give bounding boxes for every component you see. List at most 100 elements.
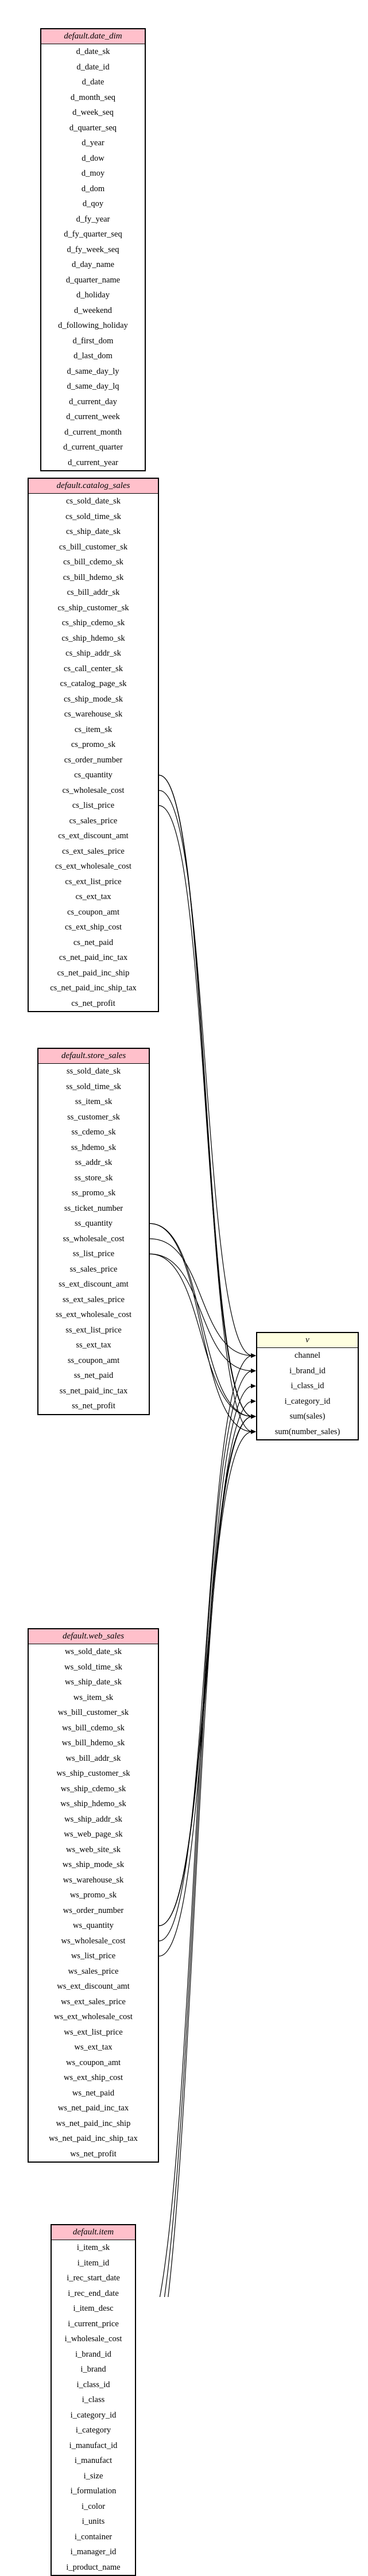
table-date-dim: default.date_dim d_date_sk d_date_id d_date…	[40, 28, 146, 471]
column-row: i_product_name	[66, 2562, 121, 2572]
column-row: ws_ship_hdemo_sk	[60, 1799, 126, 1808]
column-row: cs_ship_cdemo_sk	[61, 618, 125, 627]
column-row: cs_ext_discount_amt	[58, 831, 129, 840]
table-title: default.store_sales	[38, 1049, 149, 1064]
column-row: ss_ext_discount_amt	[59, 1280, 129, 1289]
column-row: i_category_id	[70, 2410, 117, 2420]
column-row: d_current_month	[64, 427, 122, 437]
column-row: ws_list_price	[71, 1951, 116, 1961]
column-row: cs_ship_hdemo_sk	[61, 633, 125, 643]
lineage-edge	[149, 1253, 253, 1372]
table-title: default.web_sales	[29, 1629, 158, 1644]
column-row: ws_wholesale_cost	[61, 1936, 126, 1946]
column-row: ss_wholesale_cost	[63, 1234, 125, 1244]
column-row: d_holiday	[76, 290, 110, 300]
column-row: ws_ext_list_price	[64, 2027, 123, 2037]
column-row: ws_net_paid_inc_tax	[57, 2104, 129, 2113]
column-row: cs_ship_customer_sk	[57, 603, 129, 613]
column-row: cs_bill_hdemo_sk	[63, 572, 124, 582]
column-row: d_week_seq	[72, 108, 114, 117]
column-row: d_same_day_ly	[67, 366, 119, 376]
column-row: d_current_year	[68, 458, 118, 467]
column-row: ws_web_page_sk	[64, 1830, 123, 1839]
column-row: i_class_id	[76, 2380, 110, 2389]
table-title: v	[257, 1333, 358, 1348]
column-row: ws_sales_price	[68, 1966, 119, 1976]
column-row: i_formulation	[70, 2486, 117, 2496]
column-row: cs_net_paid_inc_ship	[57, 968, 130, 978]
column-row: cs_warehouse_sk	[64, 710, 123, 719]
edge-arrowhead	[251, 1399, 256, 1404]
column-row: ws_ext_ship_cost	[63, 2073, 123, 2082]
column-row: d_current_week	[66, 412, 120, 421]
column-row: ws_ship_addr_sk	[64, 1814, 122, 1824]
column-row: ws_bill_addr_sk	[65, 1753, 121, 1763]
column-row: ss_ticket_number	[64, 1203, 123, 1213]
column-row: ws_warehouse_sk	[63, 1875, 124, 1885]
column-row: ss_cdemo_sk	[71, 1128, 116, 1137]
column-row: ss_ext_list_price	[65, 1325, 122, 1335]
lineage-edge	[164, 1385, 253, 2297]
column-row: d_dom	[81, 184, 105, 193]
column-row: ws_bill_cdemo_sk	[62, 1723, 125, 1733]
column-row: d_fy_year	[76, 214, 110, 224]
column-row: ss_sold_date_sk	[66, 1067, 121, 1076]
table-web-sales: default.web_sales ws_sold_date_sk ws_sold_…	[28, 1628, 159, 2163]
column-row: d_first_dom	[72, 336, 114, 346]
table-title: default.catalog_sales	[29, 479, 158, 494]
edge-arrowhead	[251, 1368, 256, 1373]
lineage-edge	[158, 805, 253, 1417]
column-row: ws_order_number	[63, 1905, 124, 1915]
column-row: cs_catalog_page_sk	[60, 679, 127, 688]
column-row: i_class_id	[290, 1381, 324, 1390]
column-row: ws_ship_date_sk	[64, 1678, 122, 1687]
column-row: cs_quantity	[74, 770, 113, 780]
column-row: d_date_sk	[76, 47, 110, 56]
column-row: cs_sold_date_sk	[65, 497, 121, 506]
column-row: d_year	[82, 138, 104, 148]
lineage-edge	[158, 790, 253, 1356]
column-row: ws_net_paid_inc_ship_tax	[49, 2134, 138, 2143]
edge-arrowhead	[251, 1384, 256, 1389]
column-row: ss_ext_sales_price	[63, 1295, 125, 1304]
column-row: cs_item_sk	[74, 725, 113, 734]
column-row: cs_ext_tax	[75, 892, 111, 901]
column-row: ws_sold_time_sk	[64, 1662, 122, 1672]
column-row: channel	[294, 1351, 321, 1360]
table-title: default.date_dim	[41, 29, 145, 44]
column-row: i_manufact	[74, 2456, 113, 2465]
column-row: d_weekend	[73, 305, 113, 315]
column-row: i_rec_end_date	[68, 2288, 119, 2298]
column-row: d_month_seq	[70, 92, 116, 102]
column-row: ws_promo_sk	[69, 1891, 117, 1900]
column-row: i_rec_start_date	[67, 2273, 120, 2283]
column-row: ss_list_price	[72, 1249, 115, 1258]
edge-arrowhead	[251, 1353, 256, 1358]
column-row: cs_list_price	[72, 801, 115, 810]
column-row: d_day_name	[71, 260, 115, 269]
column-row: d_quarter_seq	[69, 123, 117, 133]
table-catalog-sales: default.catalog_sales cs_sold_date_sk cs_s…	[28, 478, 159, 1012]
column-row: ws_bill_customer_sk	[57, 1708, 129, 1717]
column-row: ws_ext_wholesale_cost	[54, 2012, 133, 2021]
column-row: cs_ext_ship_cost	[64, 923, 122, 932]
column-row: i_current_price	[68, 2319, 119, 2329]
lineage-edge	[158, 1355, 253, 1942]
column-row: ws_ext_discount_amt	[57, 1982, 130, 1991]
column-row: cs_wholesale_cost	[62, 785, 125, 795]
column-row: cs_ship_addr_sk	[65, 649, 121, 658]
column-row: cs_ext_sales_price	[62, 846, 125, 856]
edge-arrowhead	[251, 1414, 256, 1419]
column-row: sum(sales)	[289, 1412, 326, 1421]
lineage-edge	[158, 774, 253, 1417]
column-row: i_units	[82, 2517, 105, 2526]
column-row: d_same_day_lq	[67, 382, 119, 391]
table-v: v channel i_brand_id i_class_id i_category_i…	[256, 1332, 359, 1440]
column-row: ss_customer_sk	[67, 1112, 120, 1122]
column-row: cs_net_paid_inc_ship_tax	[50, 983, 137, 993]
lineage-edge	[159, 1370, 253, 2297]
column-row: ss_net_paid_inc_tax	[59, 1386, 128, 1396]
column-row: i_item_id	[77, 2258, 110, 2268]
column-row: d_moy	[81, 169, 105, 178]
column-row: cs_bill_cdemo_sk	[63, 557, 123, 567]
